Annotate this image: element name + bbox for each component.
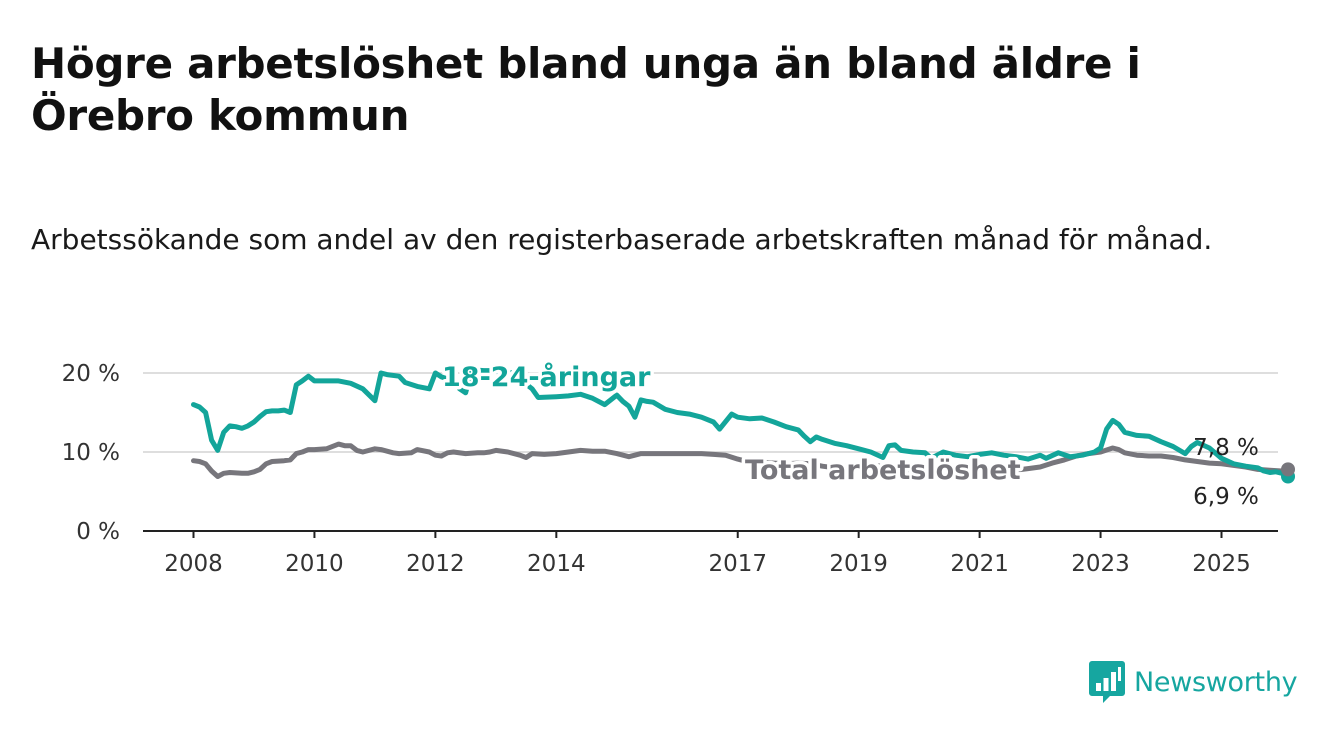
x-tick-label: 2021 — [950, 551, 1009, 577]
y-tick-label: 20 % — [62, 361, 120, 387]
gridlines — [143, 372, 1278, 453]
x-tick-label: 2008 — [164, 551, 223, 577]
x-tick-label: 2012 — [406, 551, 465, 577]
series-label-total: Total arbetslöshet — [745, 455, 1021, 486]
x-tick-label: 2010 — [285, 551, 344, 577]
line-chart: 0 % 10 % 20 % 2008 2010 2012 2014 2017 2019 2021 2… — [62, 358, 1296, 577]
series-line-youth — [191, 367, 1291, 479]
axes: 0 % 10 % 20 % 2008 2010 2012 2014 2017 2019 2021 2… — [62, 361, 1278, 577]
x-tick-label: 2025 — [1192, 551, 1251, 577]
y-tick-label: 10 % — [62, 440, 120, 466]
chart-title: Högre arbetslöshet bland unga än bland ä… — [31, 39, 1141, 140]
series-lines — [191, 367, 1296, 484]
x-tick-label: 2017 — [708, 551, 767, 577]
series-line-total — [191, 441, 1291, 479]
end-marker-total — [1281, 462, 1296, 477]
end-value-label-total: 7,8 % — [1193, 435, 1259, 461]
y-tick-label: 0 % — [76, 519, 120, 545]
x-tick-label: 2023 — [1071, 551, 1130, 577]
series-labels: 18-24-åringar Total arbetslöshet 7,8 % 6,9 … — [439, 358, 1259, 511]
series-label-youth: 18-24-åringar — [442, 361, 651, 393]
newsworthy-logo-text: Newsworthy — [1134, 666, 1298, 698]
newsworthy-logo-icon — [1089, 661, 1125, 703]
chart-subtitle: Arbetssökande som andel av den registerb… — [31, 223, 1213, 256]
newsworthy-logo: Newsworthy — [1088, 658, 1298, 706]
end-value-label-youth: 6,9 % — [1193, 484, 1259, 510]
x-tick-label: 2014 — [527, 551, 586, 577]
x-tick-label: 2019 — [829, 551, 888, 577]
